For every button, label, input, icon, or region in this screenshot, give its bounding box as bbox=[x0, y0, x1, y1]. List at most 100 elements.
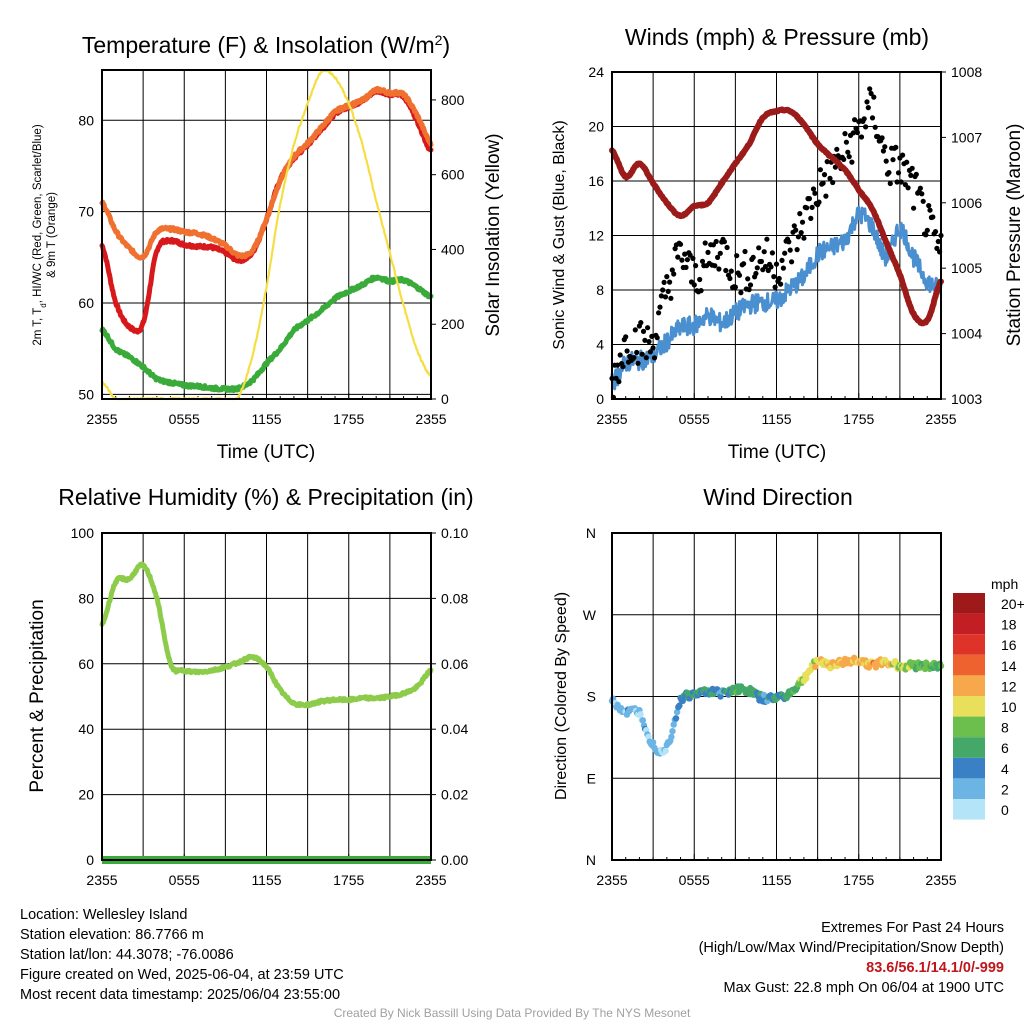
gust-point bbox=[768, 264, 774, 270]
y-axis-label-line1: 2m T, Td, HI/WC (Red, Green, Scarlet/Blu… bbox=[32, 124, 48, 345]
plot-border bbox=[101, 532, 432, 861]
colorbar-swatch bbox=[953, 716, 985, 738]
direction-point bbox=[672, 715, 680, 722]
y-tick-label: 70 bbox=[78, 204, 94, 220]
y-tick-label: S bbox=[587, 689, 596, 705]
x-tick-label: 2355 bbox=[596, 411, 627, 427]
gust-point bbox=[705, 249, 711, 255]
gust-point bbox=[657, 304, 663, 310]
y-tick-label: 0 bbox=[596, 391, 604, 407]
gust-point bbox=[654, 335, 660, 341]
extremes-info: Extremes For Past 24 Hours (High/Low/Max… bbox=[699, 918, 1004, 998]
y2-tick-label: 1005 bbox=[951, 260, 982, 276]
colorbar-swatch bbox=[953, 613, 985, 635]
colorbar-label: 2 bbox=[1001, 781, 1009, 797]
gust-point bbox=[927, 207, 933, 213]
colorbar-label: 8 bbox=[1001, 720, 1009, 736]
direction-point bbox=[676, 702, 683, 709]
gust-point bbox=[858, 134, 865, 140]
gust-point bbox=[758, 258, 765, 265]
extremes-title: Extremes For Past 24 Hours bbox=[821, 920, 1004, 936]
y-tick-label: 12 bbox=[588, 228, 604, 244]
y2-tick-label: 0.08 bbox=[441, 590, 468, 606]
gust-point bbox=[850, 130, 856, 136]
gust-point bbox=[649, 333, 655, 339]
colorbar-swatch bbox=[953, 654, 985, 676]
y-tick-label: 24 bbox=[588, 64, 604, 80]
gust-point bbox=[667, 279, 673, 285]
y-tick-label: 100 bbox=[71, 525, 95, 541]
y2-tick-label: 800 bbox=[441, 92, 465, 108]
gust-point bbox=[690, 255, 696, 261]
x-tick-label: 1755 bbox=[333, 872, 364, 888]
colorbar-title: mph bbox=[991, 576, 1018, 592]
x-tick-label: 2355 bbox=[415, 411, 446, 427]
gust-point bbox=[843, 139, 850, 145]
y2-tick-label: 200 bbox=[441, 316, 465, 332]
colorbar-label: 12 bbox=[1001, 678, 1017, 694]
gust-point bbox=[894, 179, 900, 185]
gust-point bbox=[919, 191, 925, 197]
direction-point bbox=[669, 728, 676, 735]
location-text: Location: Wellesley Island bbox=[20, 907, 188, 923]
gust-point bbox=[849, 159, 855, 165]
chart-title: Winds (mph) & Pressure (mb) bbox=[625, 24, 929, 50]
chart-title: Temperature (F) & Insolation (W/m2) bbox=[82, 32, 450, 58]
gust-point bbox=[723, 267, 729, 274]
gust-point bbox=[661, 279, 667, 285]
gust-point bbox=[651, 355, 658, 361]
direction-point bbox=[803, 675, 810, 682]
x-tick-label: 2355 bbox=[86, 872, 117, 888]
gust-point bbox=[736, 272, 743, 278]
colorbar-label: 6 bbox=[1001, 740, 1009, 756]
direction-point bbox=[639, 717, 646, 724]
gust-point bbox=[880, 148, 887, 154]
direction-point bbox=[637, 711, 644, 718]
y2-tick-label: 0.04 bbox=[441, 721, 468, 737]
gust-point bbox=[917, 185, 924, 191]
gust-point bbox=[904, 159, 910, 165]
gust-point bbox=[671, 271, 677, 277]
gust-point bbox=[635, 360, 641, 366]
gust-point bbox=[787, 247, 793, 253]
y-tick-label: E bbox=[587, 770, 596, 786]
gust-point bbox=[834, 146, 840, 152]
gust-point bbox=[794, 247, 800, 253]
gust-point bbox=[773, 261, 780, 267]
gust-point bbox=[715, 254, 721, 260]
colorbar-label: 18 bbox=[1001, 617, 1017, 633]
gust-point bbox=[727, 275, 733, 282]
direction-point bbox=[812, 663, 819, 671]
y2-tick-label: 1007 bbox=[951, 129, 982, 145]
gust-point bbox=[650, 345, 656, 351]
gust-point bbox=[806, 196, 813, 202]
gust-point bbox=[702, 240, 708, 246]
y2-tick-label: 1004 bbox=[951, 326, 982, 342]
y-tick-label: 20 bbox=[588, 119, 604, 135]
colorbar-swatch bbox=[953, 593, 985, 614]
gust-point bbox=[893, 144, 899, 150]
colorbar-swatch bbox=[953, 757, 985, 779]
gust-point bbox=[717, 250, 723, 256]
x-tick-label: 1755 bbox=[333, 411, 364, 427]
gust-point bbox=[824, 159, 830, 165]
gust-point bbox=[780, 265, 787, 271]
plot-border bbox=[101, 69, 432, 400]
direction-point bbox=[668, 733, 675, 741]
gust-point bbox=[624, 348, 630, 354]
gust-point bbox=[677, 241, 684, 247]
y-tick-label: 40 bbox=[78, 721, 94, 737]
colorbar-swatch bbox=[953, 634, 985, 655]
gust-point bbox=[804, 205, 810, 211]
direction-point bbox=[717, 693, 724, 700]
direction-point bbox=[670, 721, 677, 728]
gust-point bbox=[683, 264, 689, 270]
colorbar-label: 0 bbox=[1001, 802, 1009, 818]
gust-point bbox=[645, 325, 651, 331]
gust-point bbox=[842, 131, 848, 137]
gust-point bbox=[724, 244, 730, 251]
temperature-9m-line bbox=[99, 85, 434, 261]
gust-point bbox=[646, 339, 652, 345]
gust-point bbox=[852, 117, 858, 123]
